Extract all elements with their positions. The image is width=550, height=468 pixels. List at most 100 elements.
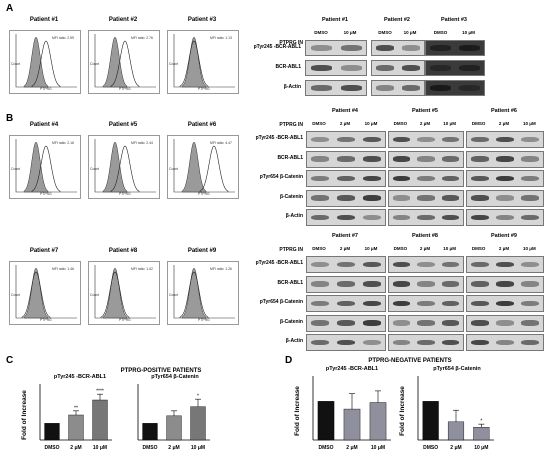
flow-axes: [15, 139, 77, 193]
blot-band: [336, 156, 356, 162]
blot-band: [392, 339, 410, 346]
blot-band: [442, 261, 460, 268]
blot-band: [521, 300, 540, 307]
blot-band: [470, 300, 489, 307]
mfi-ratio: MFI ratio: 2.76: [131, 36, 153, 40]
blot-strip: [388, 189, 464, 207]
blot-band: [362, 195, 382, 201]
flow-x-label: PTPRG: [198, 318, 210, 322]
group-title-positive: PTPRG-POSITIVE PATIENTS: [120, 368, 202, 374]
bar: [369, 402, 387, 441]
isotype-histogram: [181, 267, 207, 319]
blot-band: [310, 320, 330, 326]
blot-band: [521, 281, 540, 287]
x-tick-label: 2 μM: [450, 445, 461, 451]
ptprg-histogram: [31, 40, 61, 87]
blot-band: [496, 156, 514, 162]
mfi-ratio: MFI ratio: 2.16: [52, 141, 74, 145]
blot-band: [496, 195, 514, 201]
blot-patient-header: Patient #7: [332, 233, 358, 239]
isotype-histogram: [23, 36, 49, 88]
blot-strip: [466, 275, 544, 293]
mfi-ratio: MFI ratio: 1.02: [131, 267, 153, 271]
blot-band: [336, 214, 356, 221]
x-tick-label: 10 μM: [191, 445, 205, 451]
blot-band: [310, 281, 330, 287]
lane-10um: 10 μM: [364, 246, 378, 251]
blot-band: [336, 300, 356, 307]
blot-band: [336, 320, 356, 326]
bar: [422, 401, 439, 441]
blot-band: [392, 214, 410, 221]
panel-label-a: A: [6, 3, 14, 14]
panel-label-c: C: [6, 355, 14, 366]
blot-band: [310, 195, 330, 201]
flow-y-label: Count: [169, 167, 179, 171]
blot-row-label: β-Catenin: [279, 193, 303, 200]
bar: [473, 427, 490, 441]
panel-label-b: B: [6, 113, 14, 124]
flow-x-label: PTPRG: [40, 192, 52, 196]
flow-x-label: PTPRG: [40, 318, 52, 322]
blot-band: [417, 339, 435, 346]
blot-band: [521, 156, 540, 162]
blot-patient-header: Patient #9: [491, 233, 517, 239]
blot-band: [392, 175, 410, 182]
blot-band: [310, 136, 330, 143]
flow-histogram: MFI ratio: 2.16 Count PTPRG: [9, 135, 81, 199]
y-axis-label: Fold of Increase: [294, 386, 301, 436]
blot-band: [336, 136, 356, 143]
chart-title: pTyr245 -BCR-ABL1: [326, 366, 378, 372]
significance-marker: *: [480, 419, 482, 425]
blot-strip: [306, 314, 386, 332]
blot-row-label: BCR-ABL1: [277, 154, 303, 161]
blot-band: [430, 45, 451, 51]
lane-2um: 2 μM: [419, 121, 431, 126]
lane-dmso: DMSO: [378, 30, 392, 35]
blot-band: [470, 156, 489, 162]
blot-band: [362, 156, 382, 162]
blot-band: [401, 65, 421, 71]
significance-marker: *: [197, 394, 199, 400]
blot-band: [430, 85, 451, 91]
blot-band: [417, 136, 435, 143]
blot-band: [375, 85, 395, 91]
lane-2um: 2 μM: [339, 121, 351, 126]
blot-band: [470, 214, 489, 221]
chart-title: pTyr654 β-Catenin: [433, 366, 481, 372]
blot-strip: [371, 40, 425, 56]
x-tick-label: 10 μM: [371, 445, 385, 451]
lane-10um: 10 μM: [522, 121, 536, 126]
blot-strip: [388, 131, 464, 148]
blot-band: [417, 195, 435, 201]
blot-row-label: β-Catenin: [279, 318, 303, 325]
lane-dmso: DMSO: [471, 121, 486, 126]
blot-band: [310, 65, 332, 71]
significance-marker: **: [74, 405, 78, 411]
blot-band: [340, 45, 362, 51]
bar: [166, 415, 182, 441]
ptprg-histogram: [100, 271, 130, 318]
blot-strip: [305, 60, 367, 76]
flow-y-label: Count: [169, 293, 179, 297]
blot-strip: [388, 170, 464, 187]
blot-band: [310, 214, 330, 221]
lane-10um: 10 μM: [462, 30, 475, 35]
blot-band: [442, 156, 460, 162]
blot-band: [521, 214, 540, 221]
lane-dmso: DMSO: [312, 121, 326, 126]
flow-y-label: Count: [169, 62, 179, 66]
blot-band: [521, 136, 540, 143]
isotype-histogram: [23, 267, 49, 319]
blot-band: [310, 156, 330, 162]
x-tick-label: 2 μM: [168, 445, 179, 451]
flow-title: Patient #2: [108, 17, 138, 23]
flow-axes: [94, 265, 156, 319]
flow-histogram: MFI ratio: 1.26 Count PTPRG: [167, 261, 239, 325]
blot-band: [392, 156, 410, 162]
bar: [447, 421, 465, 441]
ptprg-histogram: [179, 271, 209, 318]
blot-strip: [466, 334, 544, 351]
blot-strip: [388, 314, 464, 332]
y-axis-label: Fold of Increase: [399, 386, 406, 436]
